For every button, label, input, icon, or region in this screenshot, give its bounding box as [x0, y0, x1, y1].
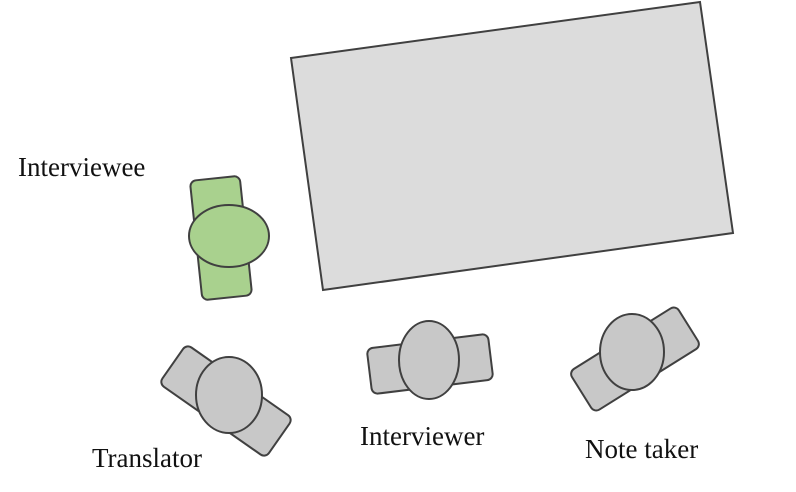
interviewer-head — [398, 320, 460, 400]
note-taker-head — [599, 313, 665, 391]
table — [289, 0, 735, 292]
translator-head — [195, 356, 263, 434]
note-taker-label: Note taker — [585, 434, 699, 464]
interviewee-head — [188, 204, 270, 268]
interviewee-label: Interviewee — [18, 152, 146, 182]
interviewee-figure — [188, 175, 270, 301]
note-taker-figure — [570, 306, 700, 412]
interviewer-label: Interviewer — [360, 421, 485, 451]
translator-label: Translator — [92, 443, 203, 473]
translator-figure — [160, 345, 292, 457]
interviewer-figure — [366, 320, 494, 400]
